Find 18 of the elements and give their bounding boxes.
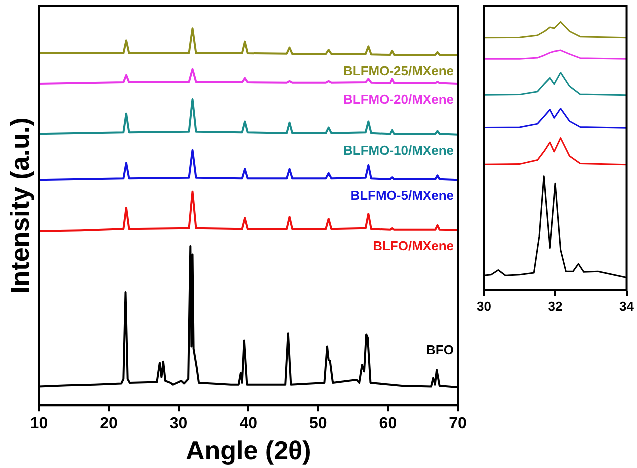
x-tick-label: 70 — [449, 416, 467, 433]
x-tick-label: 32 — [548, 298, 563, 314]
x-tick-label: 50 — [310, 416, 328, 433]
x-tick-label: 34 — [620, 298, 635, 314]
x-axis-title: Angle (2θ) — [186, 436, 312, 466]
x-tick-label: 60 — [379, 416, 398, 433]
y-axis-title: Intensity (a.u.) — [4, 118, 35, 294]
x-tick-label: 30 — [170, 416, 188, 433]
x-tick-label: 20 — [100, 416, 118, 433]
series-label: BFO — [426, 342, 454, 358]
series-label: BLFMO-10/MXene — [343, 143, 454, 158]
x-tick-label: 40 — [240, 416, 258, 433]
series-label: BLFMO-5/MXene — [350, 188, 454, 204]
series-label: BLFMO-25/MXene — [343, 63, 454, 78]
series-label: BLFMO-20/MXene — [343, 92, 454, 108]
x-tick-label: 30 — [476, 298, 492, 314]
x-tick-label: 10 — [30, 416, 48, 433]
series-label: BLFO/MXene — [373, 238, 454, 254]
